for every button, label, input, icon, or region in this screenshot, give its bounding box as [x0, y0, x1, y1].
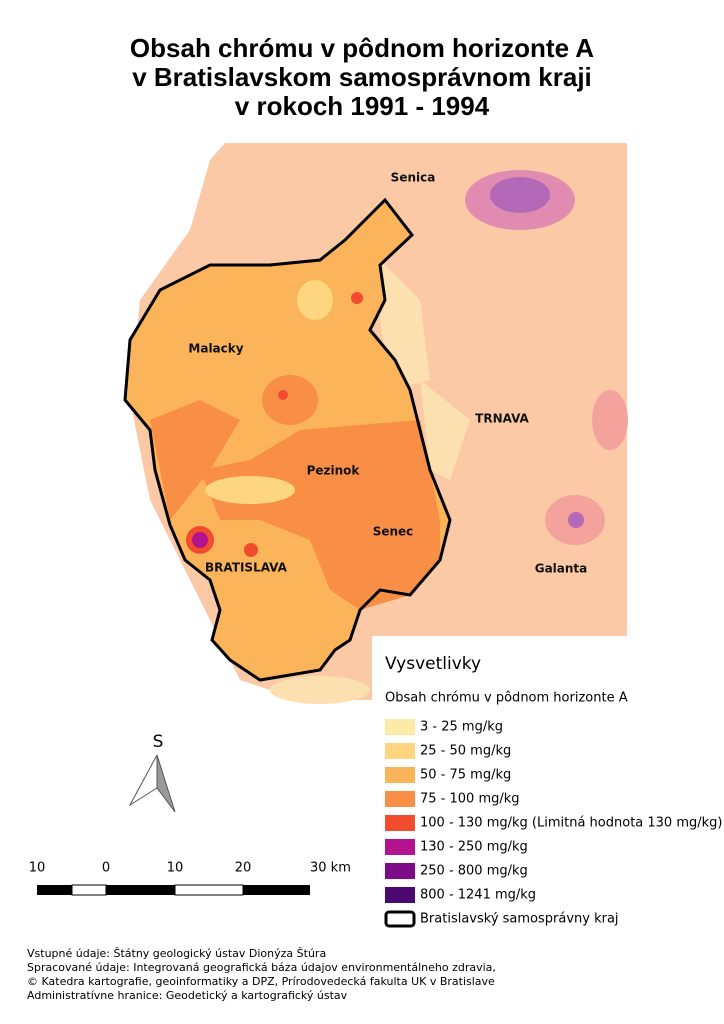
place-labels: Senica Malacky TRNAVA Pezinok Senec BRAT…: [188, 171, 587, 576]
scale-bar: 10 0 10 20 30 km: [29, 861, 351, 896]
zone: [568, 512, 584, 528]
scale-label: 10: [29, 861, 46, 876]
scale-segment: [174, 884, 244, 896]
place-label: Malacky: [188, 342, 243, 356]
scale-label: 20: [235, 861, 252, 876]
legend-swatch: [385, 839, 415, 855]
legend-swatch: [385, 863, 415, 879]
legend-box: [372, 636, 627, 936]
legend-swatch: [385, 791, 415, 807]
scale-segment: [106, 885, 175, 895]
scale-label: 0: [102, 861, 110, 876]
north-label: S: [153, 732, 164, 752]
place-label: Galanta: [535, 562, 588, 576]
legend-swatch: [385, 743, 415, 759]
zone: [297, 280, 333, 320]
legend-title: Vysvetlivky: [385, 654, 481, 674]
legend-swatch: [385, 719, 415, 735]
zone: [262, 375, 318, 425]
place-label: Senec: [373, 525, 414, 539]
sources: Vstupné údaje: Štátny geologický ústav D…: [27, 947, 496, 1002]
zone: [351, 292, 363, 304]
titles: Obsah chrómu v pôdnom horizonte A v Brat…: [130, 33, 594, 121]
legend-label: 100 - 130 mg/kg (Limitná hodnota 130 mg/…: [420, 816, 723, 831]
zone: [192, 532, 208, 548]
legend-label: 75 - 100 mg/kg: [420, 792, 520, 807]
zone: [205, 476, 295, 504]
legend-swatch: [385, 767, 415, 783]
arrow-half: [156, 754, 176, 813]
legend-swatch: [385, 815, 415, 831]
scale-label: 30 km: [310, 861, 351, 876]
legend-swatch: [385, 887, 415, 903]
legend-label: 50 - 75 mg/kg: [420, 768, 511, 783]
place-label: BRATISLAVA: [205, 561, 288, 575]
map-area: [123, 143, 628, 704]
source-line: Vstupné údaje: Štátny geologický ústav D…: [27, 947, 326, 960]
title-line: v rokoch 1991 - 1994: [235, 91, 490, 121]
title-line: Obsah chrómu v pôdnom horizonte A: [130, 33, 594, 63]
source-line: Administratívne hranice: Geodetický a ka…: [27, 989, 348, 1002]
scale-label: 10: [167, 861, 184, 876]
place-label: Senica: [391, 171, 436, 185]
scale-segment: [71, 884, 107, 896]
source-line: © Katedra kartografie, geoinformatiky a …: [27, 975, 495, 988]
legend-label: Bratislavský samosprávny kraj: [420, 912, 619, 927]
source-line: Spracované údaje: Integrovaná geografick…: [27, 961, 496, 974]
legend: Vysvetlivky Obsah chrómu v pôdnom horizo…: [372, 636, 723, 936]
zone: [150, 400, 240, 520]
north-arrow: S: [128, 732, 176, 813]
zone: [592, 390, 628, 450]
zone: [490, 177, 550, 213]
zone: [244, 543, 258, 557]
zone: [200, 420, 440, 610]
scale-segment: [243, 885, 310, 895]
legend-label: 250 - 800 mg/kg: [420, 864, 528, 879]
legend-subtitle: Obsah chrómu v pôdnom horizonte A: [385, 691, 628, 706]
place-label: TRNAVA: [475, 412, 529, 426]
legend-label: 130 - 250 mg/kg: [420, 840, 528, 855]
legend-label: 25 - 50 mg/kg: [420, 744, 511, 759]
legend-label: 800 - 1241 mg/kg: [420, 888, 536, 903]
place-label: Pezinok: [307, 464, 361, 478]
scale-segment: [37, 885, 72, 895]
zone: [278, 390, 288, 400]
legend-swatch: [384, 910, 416, 928]
legend-label: 3 - 25 mg/kg: [420, 720, 503, 735]
zone: [420, 380, 470, 480]
zone: [270, 676, 370, 704]
arrow-half: [128, 754, 158, 807]
region-boundary: [123, 197, 452, 682]
title-line: v Bratislavskom samosprávnom kraji: [132, 62, 592, 92]
